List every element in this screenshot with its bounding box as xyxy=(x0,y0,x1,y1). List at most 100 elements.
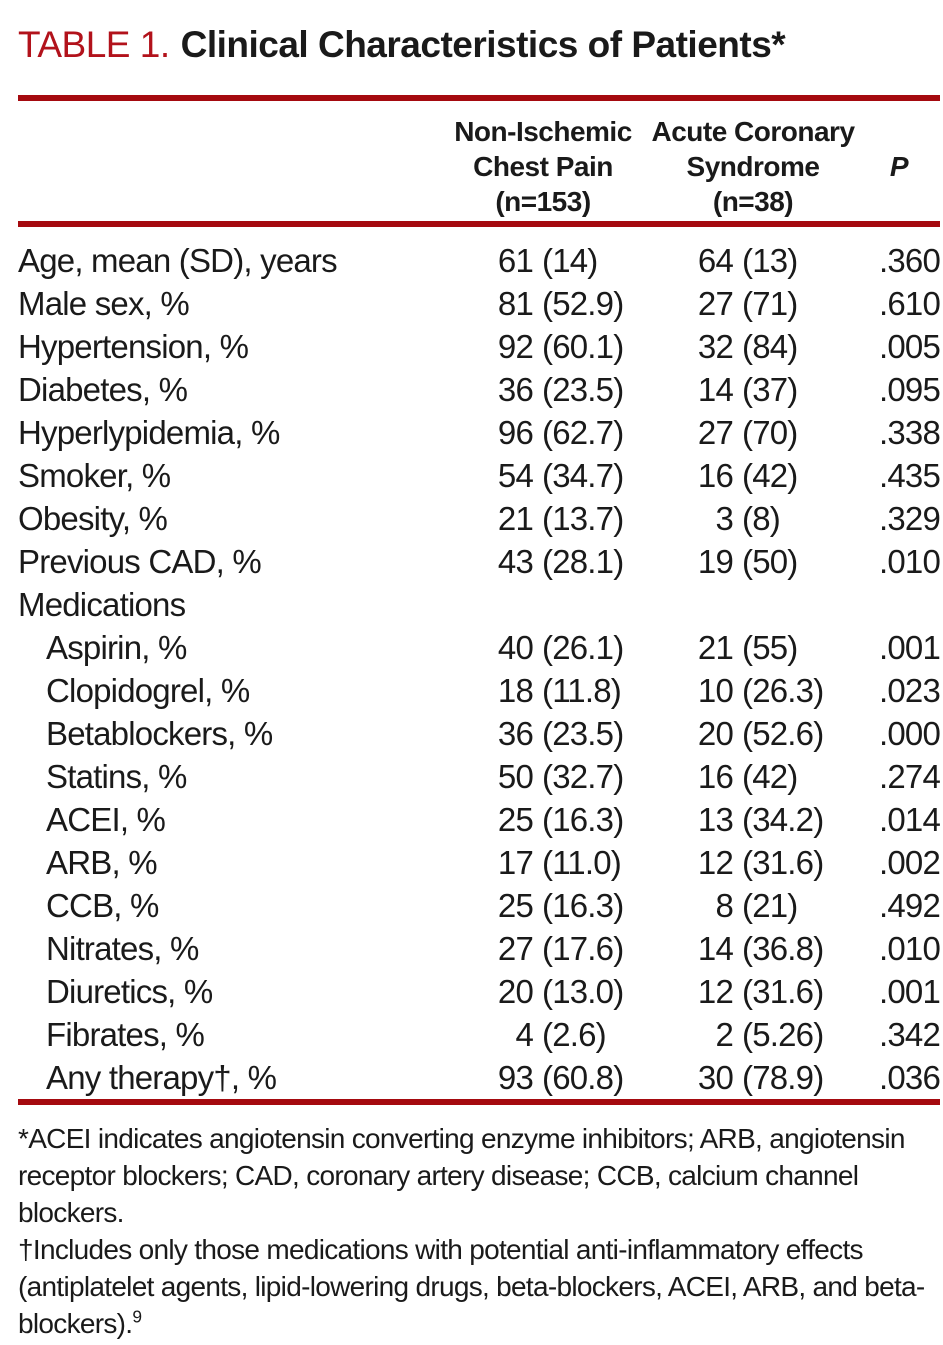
column-header-line: Syndrome xyxy=(686,151,820,182)
reference-superscript: 9 xyxy=(132,1306,142,1327)
footnote-line: *ACEI indicates angiotensin converting e… xyxy=(18,1123,905,1154)
table-row: Smoker, % 54 (34.7) 16 (42) .435 xyxy=(18,454,941,497)
header-rule xyxy=(18,221,940,227)
p-value: .010 xyxy=(878,929,941,967)
column-headers: Non-Ischemic Chest Pain (n=153) Acute Co… xyxy=(18,101,940,221)
value-count: 27 xyxy=(497,929,534,967)
value-count: 30 xyxy=(697,1058,734,1096)
value-acute-coronary: 8 (21) xyxy=(648,887,858,925)
value-non-ischemic: 20 (13.0) xyxy=(438,973,648,1011)
table-body: Age, mean (SD), years 61 (14) 64 (13) .360 Mal… xyxy=(18,227,941,1099)
value-count: 64 xyxy=(697,241,734,279)
p-value: .001 xyxy=(878,628,941,666)
value-percent: (50) xyxy=(742,542,798,580)
value-count: 4 xyxy=(515,1015,533,1053)
value-count: 40 xyxy=(497,628,534,666)
value-acute-coronary: 27 (70) xyxy=(648,414,858,452)
value-count: 8 xyxy=(715,886,733,924)
p-value: .342 xyxy=(878,1015,941,1053)
value-non-ischemic: 93 (60.8) xyxy=(438,1059,648,1097)
table-row: Fibrates, % 4 (2.6) 2 (5.26) .342 xyxy=(18,1013,941,1056)
p-value: .014 xyxy=(878,800,941,838)
table-row: Betablockers, % 36 (23.5) 20 (52.6) .000 xyxy=(18,712,941,755)
top-rule xyxy=(18,95,940,101)
p-value: .023 xyxy=(878,671,941,709)
value-percent: (37) xyxy=(742,370,798,408)
row-label: CCB, % xyxy=(46,886,159,924)
p-value: .095 xyxy=(878,370,941,408)
value-acute-coronary: 20 (52.6) xyxy=(648,715,858,753)
table-row: Any therapy†, % 93 (60.8) 30 (78.9) .036 xyxy=(18,1056,941,1099)
value-non-ischemic: 50 (32.7) xyxy=(438,758,648,796)
value-percent: (28.1) xyxy=(542,542,624,580)
row-label: Clopidogrel, % xyxy=(46,671,250,709)
value-non-ischemic: 36 (23.5) xyxy=(438,371,648,409)
value-acute-coronary: 12 (31.6) xyxy=(648,844,858,882)
row-label: Statins, % xyxy=(46,757,187,795)
p-value: .002 xyxy=(878,843,941,881)
value-count: 25 xyxy=(497,800,534,838)
column-header-acute-coronary: Acute Coronary Syndrome (n=38) xyxy=(648,114,858,219)
p-value: .435 xyxy=(878,456,941,494)
value-percent: (71) xyxy=(742,284,798,322)
value-count: 16 xyxy=(697,456,734,494)
value-count: 12 xyxy=(697,843,734,881)
value-non-ischemic: 81 (52.9) xyxy=(438,285,648,323)
table-row: Medications xyxy=(18,583,940,626)
value-acute-coronary: 14 (36.8) xyxy=(648,930,858,968)
value-percent: (42) xyxy=(742,456,798,494)
value-percent: (26.1) xyxy=(542,628,624,666)
value-count: 27 xyxy=(697,413,734,451)
bottom-rule xyxy=(18,1099,940,1105)
value-count: 36 xyxy=(497,714,534,752)
value-count: 2 xyxy=(715,1015,733,1053)
row-label: Any therapy†, % xyxy=(46,1058,277,1096)
value-count: 10 xyxy=(697,671,734,709)
column-header-line: Non-Ischemic xyxy=(454,116,632,147)
column-header-line: Chest Pain xyxy=(473,151,613,182)
value-acute-coronary xyxy=(648,586,858,624)
row-label: Nitrates, % xyxy=(46,929,199,967)
p-header-label: P xyxy=(889,151,909,182)
p-value: .610 xyxy=(878,284,941,322)
column-header-line: (n=153) xyxy=(495,186,591,217)
value-percent: (2.6) xyxy=(542,1015,607,1053)
row-label: ACEI, % xyxy=(46,800,166,838)
value-percent: (70) xyxy=(742,413,798,451)
value-percent: (31.6) xyxy=(742,843,824,881)
row-label: Age, mean (SD), years xyxy=(18,241,338,279)
value-count: 16 xyxy=(697,757,734,795)
value-acute-coronary: 10 (26.3) xyxy=(648,672,858,710)
table-caption: Clinical Characteristics of Patients* xyxy=(180,24,786,65)
value-percent: (26.3) xyxy=(742,671,824,709)
table-row: Previous CAD, % 43 (28.1) 19 (50) .010 xyxy=(18,540,941,583)
value-count: 54 xyxy=(497,456,534,494)
p-value: .492 xyxy=(878,886,941,924)
row-label: Diabetes, % xyxy=(18,370,188,408)
value-non-ischemic: 36 (23.5) xyxy=(438,715,648,753)
value-count: 13 xyxy=(697,800,734,838)
table-row: Obesity, % 21 (13.7) 3 (8) .329 xyxy=(18,497,941,540)
p-value: .360 xyxy=(878,241,941,279)
value-percent: (32.7) xyxy=(542,757,624,795)
value-percent: (52.6) xyxy=(742,714,824,752)
row-label: Smoker, % xyxy=(18,456,171,494)
row-label: Diuretics, % xyxy=(46,972,213,1010)
value-percent: (84) xyxy=(742,327,798,365)
value-percent: (42) xyxy=(742,757,798,795)
value-percent: (23.5) xyxy=(542,370,624,408)
value-count: 93 xyxy=(497,1058,534,1096)
value-count: 21 xyxy=(697,628,734,666)
value-non-ischemic: 96 (62.7) xyxy=(438,414,648,452)
row-label: Aspirin, % xyxy=(46,628,187,666)
table-row: Hyperlypidemia, % 96 (62.7) 27 (70) .338 xyxy=(18,411,941,454)
value-percent: (31.6) xyxy=(742,972,824,1010)
p-value: .274 xyxy=(878,757,941,795)
value-non-ischemic: 54 (34.7) xyxy=(438,457,648,495)
row-label-column-spacer xyxy=(18,114,438,219)
table-title: TABLE 1. Clinical Characteristics of Pati… xyxy=(18,22,940,68)
value-count: 92 xyxy=(497,327,534,365)
value-non-ischemic: 27 (17.6) xyxy=(438,930,648,968)
value-percent: (34.2) xyxy=(742,800,824,838)
value-count: 96 xyxy=(497,413,534,451)
